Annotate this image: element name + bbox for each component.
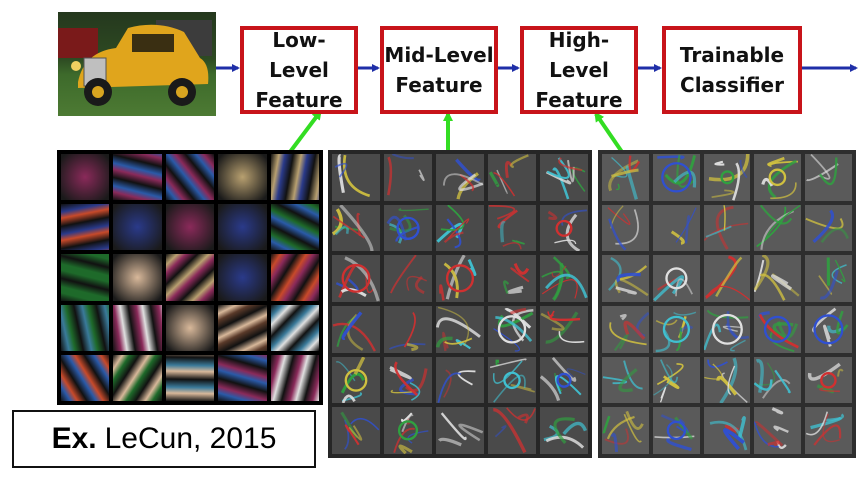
filter-cell [488, 306, 536, 353]
filter-cell [332, 356, 380, 404]
filter-cell [332, 255, 380, 302]
filter-cell [436, 306, 484, 353]
filter-cell [113, 354, 162, 401]
filter-cell [165, 204, 215, 251]
filter-cell [488, 204, 536, 252]
filter-cell [540, 306, 588, 353]
filter-cell [384, 204, 432, 252]
filter-cell [61, 254, 110, 301]
filter-cell [218, 154, 267, 201]
filter-cell [754, 356, 802, 404]
filter-cell [652, 407, 700, 454]
filter-cell [703, 356, 751, 404]
filter-cell [540, 154, 588, 201]
filter-cell [602, 356, 649, 404]
filter-cell [703, 154, 751, 201]
filter-cell [113, 254, 162, 301]
filter-cell [703, 255, 751, 302]
filter-cell [540, 204, 588, 252]
filter-cell [113, 154, 162, 201]
citation-caption: Ex. LeCun, 2015 [12, 410, 316, 468]
filter-cell [384, 154, 432, 201]
filter-cell [805, 255, 852, 302]
filter-cell [540, 356, 588, 404]
filter-cell [652, 306, 700, 353]
filter-cell [270, 154, 319, 201]
high-level-filter-grid [598, 150, 856, 458]
caption-text: LeCun, 2015 [104, 422, 277, 455]
filter-cell [652, 154, 700, 201]
filter-cell [652, 356, 700, 404]
stage-box-low-level: Low-Level Feature [240, 26, 358, 114]
filter-cell [436, 407, 484, 454]
filter-cell [754, 407, 802, 454]
stage-box-high-level: High-Level Feature [520, 26, 638, 114]
low-level-filter-grid [57, 150, 323, 405]
filter-cell [332, 306, 380, 353]
filter-cell [805, 356, 852, 404]
caption-prefix: Ex. [51, 422, 97, 455]
filter-cell [805, 306, 852, 353]
filter-cell [488, 356, 536, 404]
filter-cell [218, 354, 267, 401]
filter-cell [332, 407, 380, 454]
filter-cell [218, 254, 267, 301]
car-photo-icon [58, 12, 216, 116]
filter-cell [436, 204, 484, 252]
filter-cell [602, 154, 649, 201]
filter-cell [436, 356, 484, 404]
filter-cell [165, 304, 215, 351]
filter-cell [602, 255, 649, 302]
filter-cell [602, 306, 649, 353]
filter-cell [703, 306, 751, 353]
filter-cell [165, 354, 215, 401]
filter-cell [270, 354, 319, 401]
filter-cell [602, 407, 649, 454]
filter-cell [113, 304, 162, 351]
filter-cell [332, 154, 380, 201]
filter-cell [61, 354, 110, 401]
filter-cell [754, 204, 802, 252]
link-arrow-high [594, 111, 624, 154]
filter-cell [488, 255, 536, 302]
filter-cell [270, 254, 319, 301]
filter-cell [165, 254, 215, 301]
filter-cell [61, 304, 110, 351]
filter-cell [805, 407, 852, 454]
filter-cell [652, 255, 700, 302]
filter-cell [652, 204, 700, 252]
filter-cell [113, 204, 162, 251]
stage-box-mid-level: Mid-Level Feature [380, 26, 498, 114]
filter-cell [602, 204, 649, 252]
filter-cell [270, 204, 319, 251]
filter-cell [703, 407, 751, 454]
filter-cell [165, 154, 215, 201]
filter-cell [805, 154, 852, 201]
filter-cell [540, 407, 588, 454]
filter-cell [332, 204, 380, 252]
filter-cell [488, 154, 536, 201]
filter-cell [218, 304, 267, 351]
filter-cell [61, 154, 110, 201]
filter-cell [540, 255, 588, 302]
filter-cell [488, 407, 536, 454]
stage-box-classifier: Trainable Classifier [662, 26, 802, 114]
filter-cell [805, 204, 852, 252]
filter-cell [384, 356, 432, 404]
filter-cell [384, 255, 432, 302]
filter-cell [754, 306, 802, 353]
filter-cell [754, 255, 802, 302]
filter-cell [270, 304, 319, 351]
mid-level-filter-grid [328, 150, 592, 458]
filter-cell [384, 306, 432, 353]
filter-cell [436, 154, 484, 201]
filter-cell [218, 204, 267, 251]
filter-cell [384, 407, 432, 454]
filter-cell [436, 255, 484, 302]
filter-cell [61, 204, 110, 251]
link-arrow-low [288, 109, 322, 154]
filter-cell [754, 154, 802, 201]
filter-cell [703, 204, 751, 252]
